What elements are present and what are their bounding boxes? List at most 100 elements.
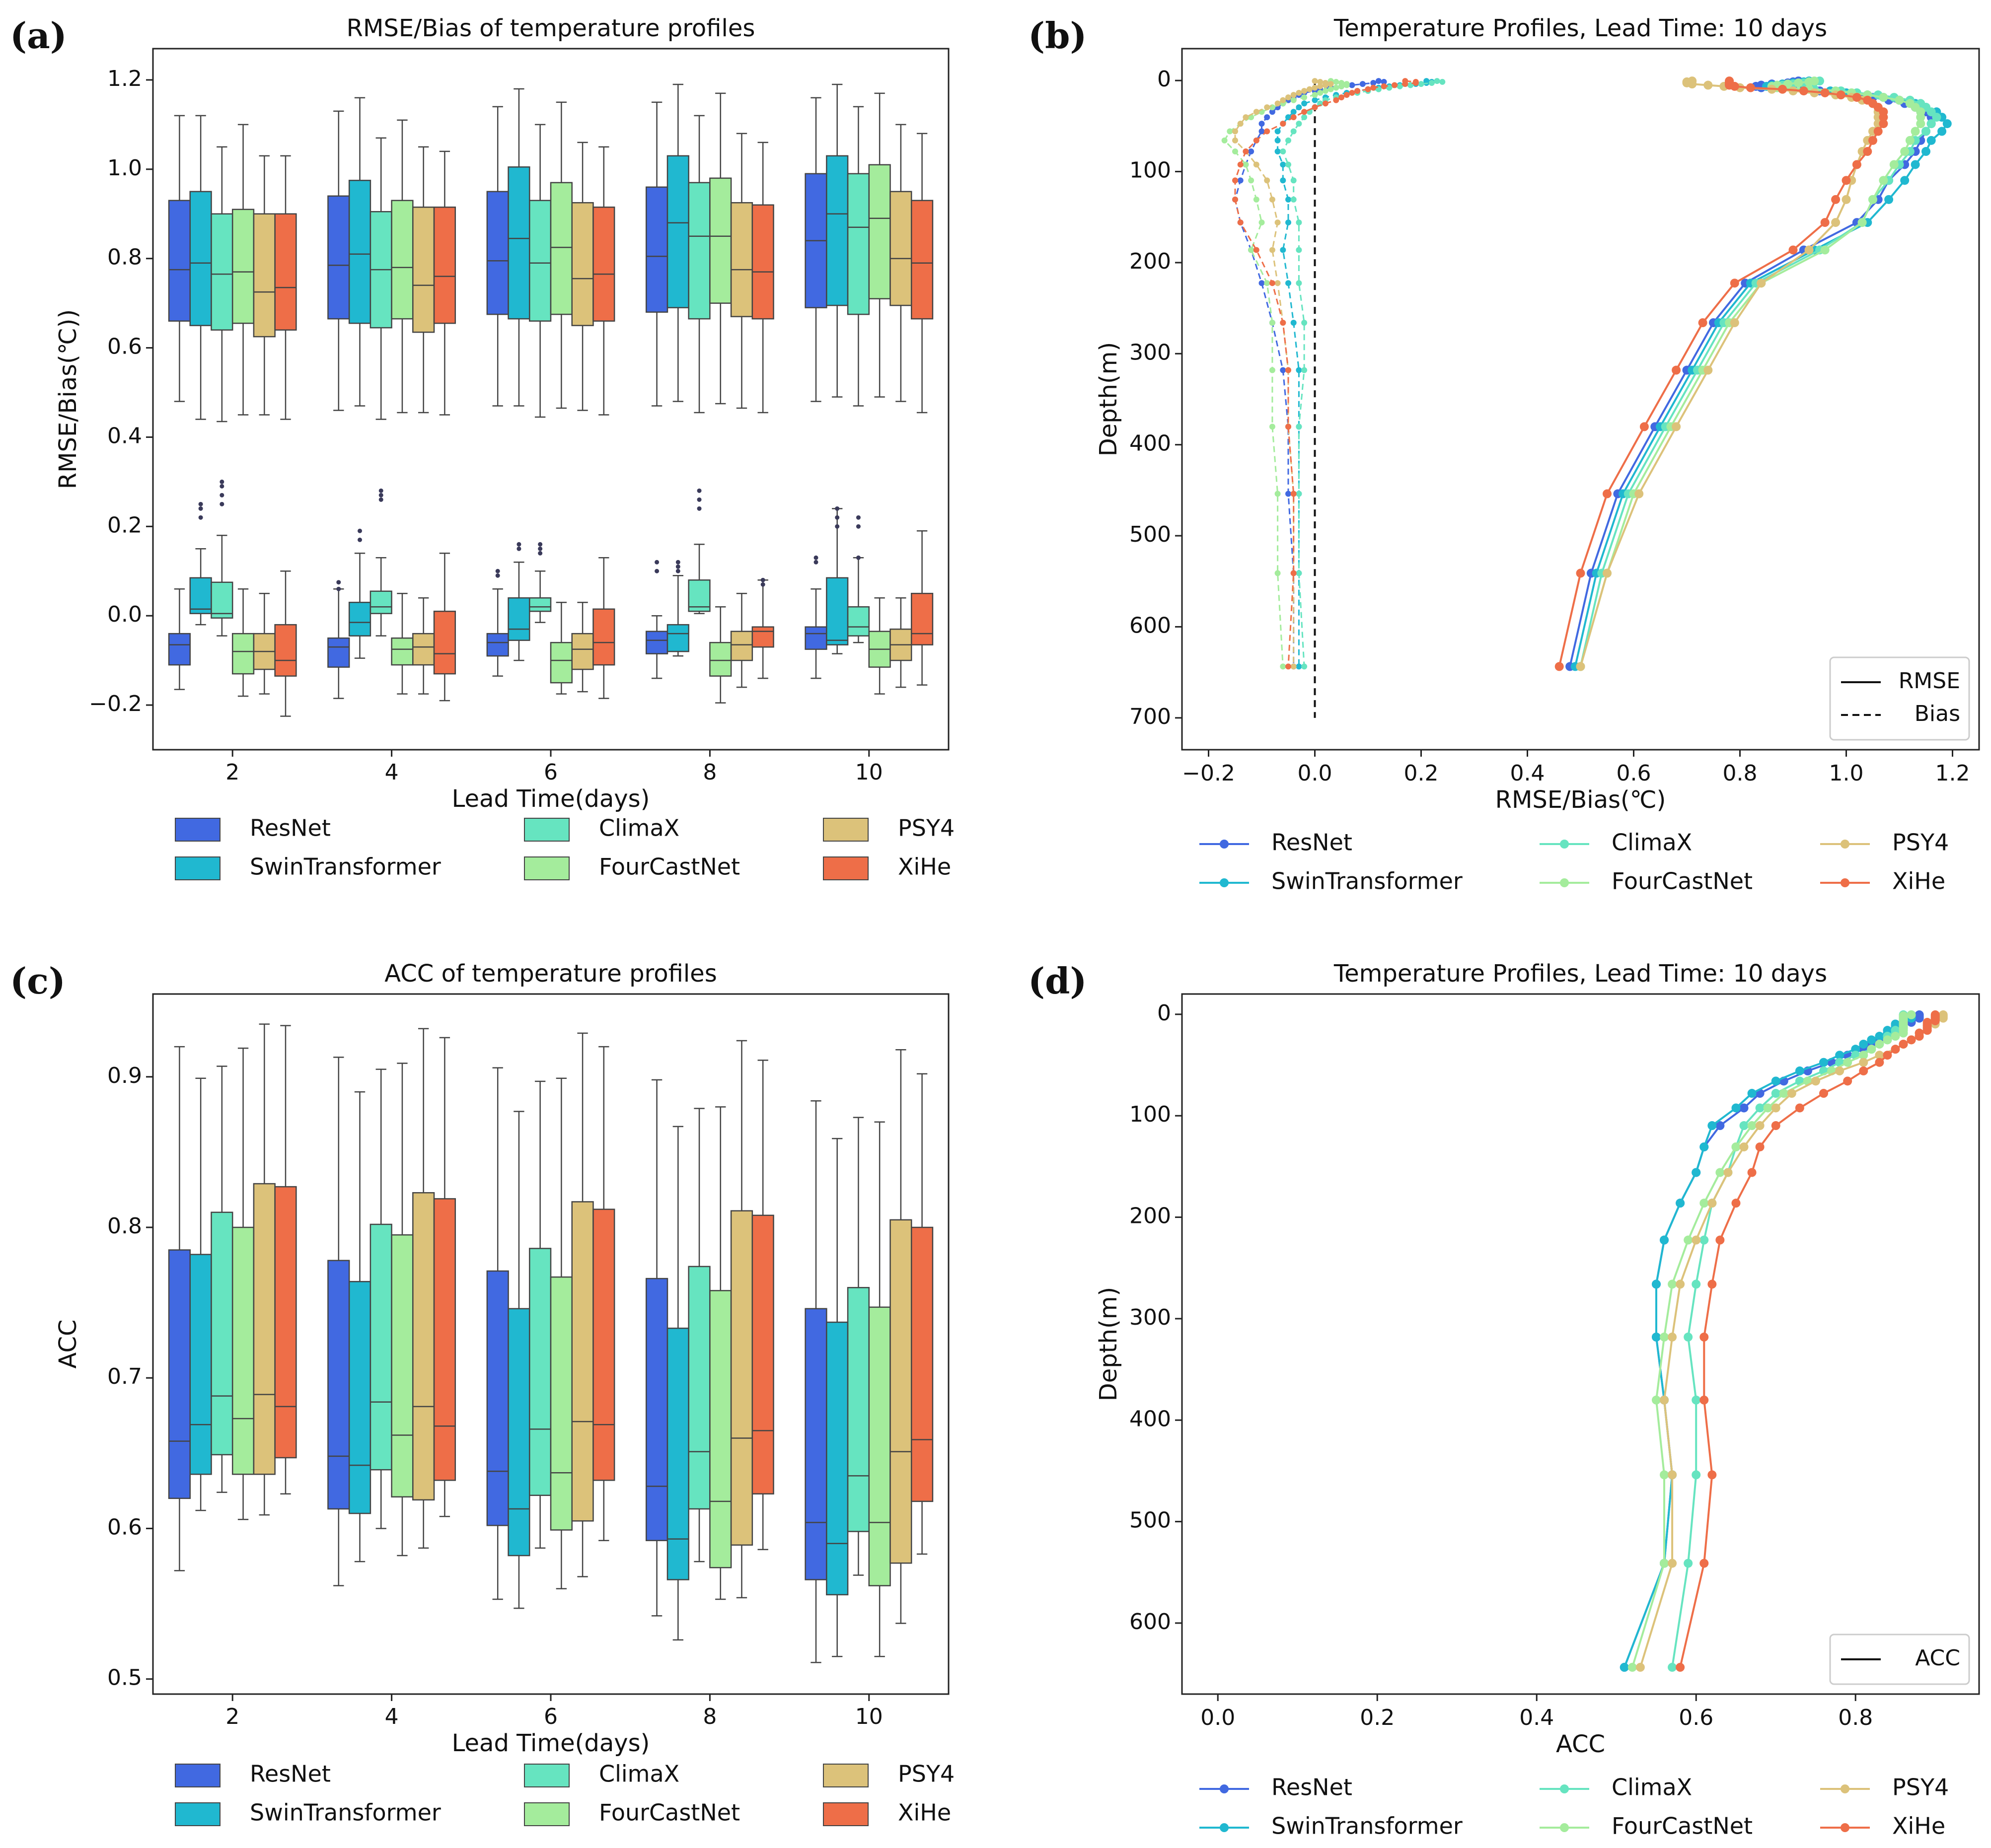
acc-point (1731, 1199, 1741, 1208)
acc-point (1699, 1199, 1709, 1208)
bias-point (1280, 97, 1286, 103)
acc-point (1883, 1035, 1892, 1045)
plot-frame (1181, 48, 1980, 751)
legend-swatch-ClimaX (524, 1764, 570, 1787)
box-outlier (655, 569, 660, 573)
rmse-point (1603, 569, 1612, 578)
box-outlier (655, 560, 660, 565)
bias-point (1232, 128, 1238, 135)
bias-point (1296, 424, 1302, 430)
x-axis-label: Lead Time(days) (452, 1729, 650, 1757)
box-outlier (856, 524, 861, 529)
x-tick-label: 8 (703, 760, 717, 785)
bias-point (1285, 161, 1291, 168)
legend-swatch-PSY4 (823, 818, 869, 842)
rmse-point (1576, 569, 1585, 578)
bias-point (1237, 121, 1244, 127)
acc-point (1651, 1332, 1661, 1342)
rmse-point (1879, 93, 1888, 102)
box-ResNet (805, 626, 827, 650)
bias-point (1269, 367, 1275, 373)
acc-point (1707, 1470, 1717, 1480)
bias-point (1285, 219, 1291, 226)
box-outlier (675, 569, 680, 573)
bias-point (1269, 319, 1275, 326)
acc-point (1771, 1076, 1780, 1086)
rmse-point (1820, 218, 1830, 227)
box-ResNet (168, 1249, 191, 1499)
bias-point (1253, 137, 1259, 143)
rmse-point (1911, 160, 1920, 169)
box-outlier (220, 484, 224, 489)
legend-label: FourCastNet (599, 853, 740, 880)
bias-point (1301, 94, 1308, 101)
y-tick-label: 400 (1129, 1406, 1171, 1431)
box-ResNet (327, 195, 350, 320)
bias-point (1322, 82, 1328, 88)
bias-point (1333, 78, 1339, 85)
acc-point (1699, 1559, 1709, 1568)
legend-label: XiHe (1892, 1813, 1945, 1840)
box-SwinTransformer (348, 180, 371, 324)
bias-point (1381, 78, 1387, 85)
acc-point (1739, 1121, 1749, 1131)
legend-marker (1560, 1823, 1569, 1832)
rmse-point (1926, 119, 1936, 129)
acc-point (1692, 1470, 1701, 1480)
acc-point (1891, 1032, 1900, 1041)
rmse-point (1857, 218, 1867, 227)
acc-point (1835, 1051, 1844, 1060)
box-ResNet (645, 631, 668, 654)
legend-marker (1841, 1784, 1849, 1793)
bias-line-FourCastNet (1223, 80, 1348, 667)
box-ClimaX (529, 597, 552, 612)
acc-line-ClimaX (1671, 1014, 1905, 1668)
box-SwinTransformer (189, 1254, 212, 1475)
bias-point (1296, 280, 1302, 286)
rmse-point (1879, 176, 1888, 185)
box-ClimaX (211, 1211, 233, 1456)
rmse-point (1554, 662, 1564, 671)
rmse-point (1688, 79, 1697, 89)
rmse-point (1863, 147, 1872, 156)
y-tick-label: 200 (1129, 1204, 1171, 1229)
box-ClimaX (529, 200, 552, 322)
box-outlier (198, 506, 203, 511)
box-PSY4 (889, 191, 912, 306)
acc-point (1755, 1121, 1765, 1131)
bias-point (1269, 109, 1275, 115)
bias-point (1402, 81, 1408, 87)
x-tick-label: 0.6 (1679, 1705, 1713, 1730)
acc-point (1787, 1089, 1796, 1098)
box-XiHe (751, 204, 774, 320)
rmse-point (1778, 84, 1787, 94)
x-tick-label: 6 (544, 760, 558, 785)
x-axis-label: Lead Time(days) (452, 785, 650, 813)
acc-point (1635, 1663, 1645, 1672)
bias-point (1333, 97, 1339, 103)
panel-c: (c) ACC of temperature profiles 0.5 0.6 0.7 0… (10, 960, 955, 1826)
rmse-point (1916, 113, 1925, 122)
rmse-point (1937, 127, 1947, 136)
acc-point (1699, 1142, 1709, 1151)
rmse-point (1831, 195, 1841, 204)
bias-line-ResNet (1234, 80, 1384, 667)
bias-point (1301, 114, 1308, 121)
bias-point (1290, 319, 1297, 326)
bias-point (1243, 161, 1249, 168)
chart-title: ACC of temperature profiles (384, 960, 717, 988)
bias-point (1301, 663, 1308, 670)
box-outlier (516, 546, 521, 551)
panel-label: (d) (1028, 960, 1087, 1002)
bias-line-ClimaX (1282, 80, 1443, 667)
box-SwinTransformer (666, 1327, 689, 1580)
legend-label: ClimaX (1612, 1774, 1692, 1801)
bias-point (1296, 247, 1302, 253)
bias-point (1280, 663, 1286, 670)
box-FourCastNet (868, 164, 891, 299)
bias-point (1343, 92, 1350, 98)
bias-point (1253, 196, 1259, 203)
y-axis-label: ACC (54, 1319, 82, 1368)
box-ResNet (327, 637, 350, 668)
bias-point (1354, 88, 1361, 94)
